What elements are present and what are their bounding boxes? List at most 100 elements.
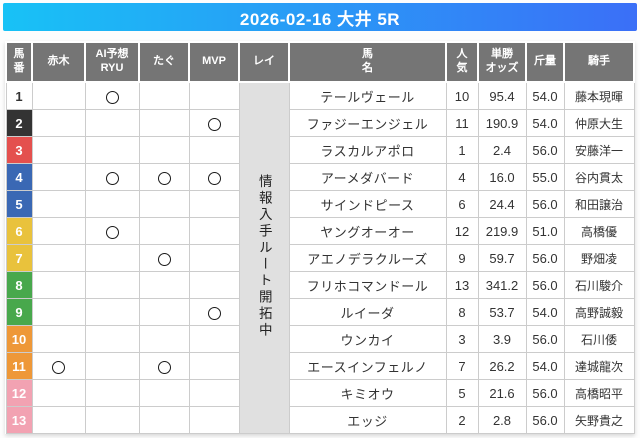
- page: 2026-02-16 大井 5R 馬 番赤木 AI予想 RYU たぐ MVP レイ馬 名…: [0, 3, 640, 438]
- jockey-cell: 高橋優: [563, 217, 635, 245]
- pick-cell-akagi: [31, 217, 86, 245]
- pick-cell-ai: [84, 244, 140, 272]
- horse-name-cell: フリホコマンドール: [288, 271, 447, 299]
- odds-cell: 190.9: [477, 109, 527, 137]
- jockey-cell: 仲原大生: [563, 109, 635, 137]
- popularity-cell: 13: [445, 271, 479, 299]
- table-row: 13 エッジ 2 2.8 56.0 矢野貴之: [5, 406, 635, 434]
- pick-circle-icon: [105, 225, 119, 239]
- pick-cell-ai: [84, 81, 140, 110]
- popularity-cell: 5: [445, 379, 479, 407]
- jockey-cell: 和田譲治: [563, 190, 635, 218]
- race-title: 2026-02-16 大井 5R: [239, 9, 401, 29]
- pick-cell-ai: [84, 190, 140, 218]
- table-row: 4 アーメダバード 4 16.0 55.0 谷内貫太: [5, 163, 635, 191]
- pick-cell-ai: [84, 271, 140, 299]
- horse-name-cell: キミオウ: [288, 379, 447, 407]
- pick-cell-mvp: [188, 406, 240, 434]
- pick-cell-akagi: [31, 244, 86, 272]
- popularity-cell: 4: [445, 163, 479, 191]
- odds-cell: 341.2: [477, 271, 527, 299]
- jockey-cell: 安藤洋一: [563, 136, 635, 164]
- odds-cell: 2.8: [477, 406, 527, 434]
- pick-cell-ai: [84, 136, 140, 164]
- pick-cell-akagi: [31, 406, 86, 434]
- column-header-mvp: MVP: [188, 41, 240, 83]
- pick-cell-ai: [84, 352, 140, 380]
- popularity-cell: 10: [445, 81, 479, 110]
- horse-name-cell: ヤングオーオー: [288, 217, 447, 245]
- pick-cell-tagu: [138, 271, 190, 299]
- jockey-cell: 高野誠毅: [563, 298, 635, 326]
- jockey-cell: 谷内貫太: [563, 163, 635, 191]
- weight-cell: 54.0: [525, 81, 565, 110]
- horse-name-cell: サインドピース: [288, 190, 447, 218]
- info-route-banner: 情報入手ルート開拓中: [238, 81, 290, 434]
- pick-cell-tagu: [138, 298, 190, 326]
- pick-cell-akagi: [31, 352, 86, 380]
- pick-cell-ai: [84, 217, 140, 245]
- pick-cell-tagu: [138, 163, 190, 191]
- pick-cell-tagu: [138, 109, 190, 137]
- pick-circle-icon: [157, 252, 171, 266]
- horse-number-cell: 10: [5, 325, 33, 353]
- pick-cell-mvp: [188, 352, 240, 380]
- pick-circle-icon: [157, 171, 171, 185]
- info-route-banner-text: 情報入手ルート開拓中: [256, 174, 272, 339]
- popularity-cell: 2: [445, 406, 479, 434]
- pick-cell-tagu: [138, 244, 190, 272]
- table-row: 10 ウンカイ 3 3.9 56.0 石川倭: [5, 325, 635, 353]
- popularity-cell: 12: [445, 217, 479, 245]
- horse-name-cell: ウンカイ: [288, 325, 447, 353]
- odds-cell: 26.2: [477, 352, 527, 380]
- pick-cell-ai: [84, 406, 140, 434]
- odds-cell: 59.7: [477, 244, 527, 272]
- horse-number-cell: 3: [5, 136, 33, 164]
- pick-cell-tagu: [138, 190, 190, 218]
- weight-cell: 56.0: [525, 406, 565, 434]
- pick-cell-mvp: [188, 379, 240, 407]
- jockey-cell: 石川倭: [563, 325, 635, 353]
- pick-circle-icon: [207, 171, 221, 185]
- race-table: 馬 番赤木 AI予想 RYU たぐ MVP レイ馬 名人 気単勝 オッズ 斤量 騎手 1 情報…: [5, 41, 635, 434]
- column-header-num: 馬 番: [5, 41, 33, 83]
- odds-cell: 95.4: [477, 81, 527, 110]
- pick-cell-akagi: [31, 136, 86, 164]
- horse-name-cell: アエノデラクルーズ: [288, 244, 447, 272]
- pick-cell-tagu: [138, 81, 190, 110]
- pick-cell-akagi: [31, 190, 86, 218]
- pick-cell-akagi: [31, 379, 86, 407]
- table-row: 1 情報入手ルート開拓中 テールヴェール 10 95.4 54.0 藤本現暉: [5, 81, 635, 434]
- weight-cell: 56.0: [525, 244, 565, 272]
- odds-cell: 219.9: [477, 217, 527, 245]
- odds-cell: 53.7: [477, 298, 527, 326]
- jockey-cell: 達城龍次: [563, 352, 635, 380]
- table-row: 12 キミオウ 5 21.6 56.0 高橋昭平: [5, 379, 635, 407]
- pick-cell-akagi: [31, 81, 86, 110]
- jockey-cell: 藤本現暉: [563, 81, 635, 110]
- pick-circle-icon: [105, 90, 119, 104]
- pick-circle-icon: [52, 360, 65, 374]
- pick-cell-akagi: [31, 298, 86, 326]
- weight-cell: 56.0: [525, 325, 565, 353]
- jockey-cell: 野畑凌: [563, 244, 635, 272]
- pick-circle-icon: [207, 117, 221, 131]
- popularity-cell: 7: [445, 352, 479, 380]
- pick-cell-mvp: [188, 190, 240, 218]
- table-row: 5 サインドピース 6 24.4 56.0 和田譲治: [5, 190, 635, 218]
- odds-cell: 21.6: [477, 379, 527, 407]
- weight-cell: 56.0: [525, 271, 565, 299]
- jockey-cell: 石川駿介: [563, 271, 635, 299]
- horse-number-cell: 13: [5, 406, 33, 434]
- odds-cell: 3.9: [477, 325, 527, 353]
- pick-cell-tagu: [138, 325, 190, 353]
- horse-name-cell: ラスカルアポロ: [288, 136, 447, 164]
- odds-cell: 2.4: [477, 136, 527, 164]
- horse-number-cell: 6: [5, 217, 33, 245]
- popularity-cell: 6: [445, 190, 479, 218]
- column-header-tagu: たぐ: [138, 41, 190, 83]
- pick-cell-akagi: [31, 271, 86, 299]
- horse-name-cell: エッジ: [288, 406, 447, 434]
- pick-cell-ai: [84, 325, 140, 353]
- column-header-ai: AI予想 RYU: [84, 41, 140, 83]
